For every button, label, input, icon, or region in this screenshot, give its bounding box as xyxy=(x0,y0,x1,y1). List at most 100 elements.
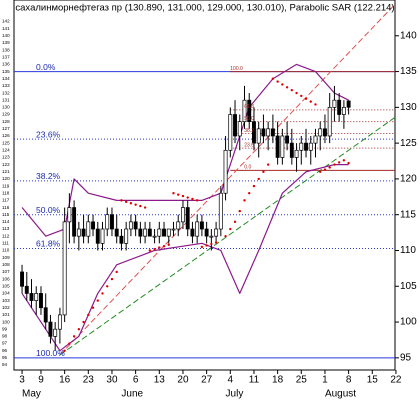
y-tick-label: 110 xyxy=(400,245,416,256)
candle-body xyxy=(110,214,114,230)
left-tick-label: 120 xyxy=(2,176,10,181)
left-tick-label: 108 xyxy=(2,262,10,267)
left-tick-label: 131 xyxy=(2,97,10,102)
candle-body xyxy=(199,221,204,230)
candle-body xyxy=(304,142,308,151)
candle-body xyxy=(95,228,100,244)
left-tick-label: 111 xyxy=(2,241,9,246)
sar-dot xyxy=(314,103,317,106)
candle-body xyxy=(218,192,223,230)
left-tick-label: 117 xyxy=(2,198,10,203)
candle-body xyxy=(53,328,58,337)
sar-dot xyxy=(72,335,76,338)
candle-body xyxy=(34,293,39,301)
sar-dot xyxy=(328,166,331,169)
sar-dot xyxy=(162,244,166,248)
sar-dot xyxy=(205,244,208,247)
sar-dot xyxy=(129,202,133,205)
chart-title: сахалинморнефтегаз пр (130.890, 131.000,… xyxy=(15,3,394,14)
candle-body xyxy=(152,235,157,238)
left-tick-label: 133 xyxy=(2,83,10,88)
candle-body xyxy=(105,214,110,230)
sar-dot xyxy=(252,184,256,188)
candle-body xyxy=(119,235,124,244)
x-tick-label: 3 xyxy=(19,375,25,386)
left-tick-label: 136 xyxy=(2,62,10,67)
sar-dot xyxy=(120,199,123,202)
left-tick-label: 139 xyxy=(2,40,10,45)
candle-body xyxy=(308,142,313,151)
left-tick-label: 106 xyxy=(2,276,10,281)
candle-body xyxy=(43,307,48,323)
left-tick-label: 123 xyxy=(2,155,10,160)
left-tick-label: 129 xyxy=(2,112,10,117)
fib-small-label: 38.2 xyxy=(244,128,254,134)
candle-body xyxy=(143,228,148,237)
x-tick-label: 4 xyxy=(228,375,234,386)
plot-layer: 9510010511011512012513013514094959697989… xyxy=(2,3,417,400)
sar-dot xyxy=(148,249,152,252)
sar-dot xyxy=(323,168,327,171)
left-tick-label: 124 xyxy=(2,148,10,153)
left-tick-label: 113 xyxy=(2,226,10,231)
sar-dot xyxy=(77,328,81,331)
sar-dot xyxy=(229,227,232,231)
x-tick-label: 27 xyxy=(201,375,213,386)
left-tick-label: 122 xyxy=(2,162,10,167)
candle-body xyxy=(204,228,209,237)
sar-dot xyxy=(304,97,308,100)
candle-body xyxy=(280,135,285,158)
candle-body xyxy=(91,221,95,230)
left-tick-label: 114 xyxy=(2,219,10,224)
x-tick-label: 13 xyxy=(154,375,166,386)
x-tick-label: 11 xyxy=(249,375,260,386)
sar-dot xyxy=(139,204,142,208)
y-tick-label: 125 xyxy=(400,138,417,149)
sar-dot xyxy=(195,199,199,202)
left-tick-label: 138 xyxy=(2,47,10,52)
candle-body xyxy=(285,135,290,144)
sar-dot xyxy=(82,320,85,324)
candle-body xyxy=(289,142,294,158)
left-tick-label: 109 xyxy=(2,255,10,260)
y-tick-label: 140 xyxy=(400,30,417,41)
sar-dot xyxy=(210,242,213,246)
candle-body xyxy=(67,207,72,223)
left-tick-label: 94 xyxy=(2,362,8,367)
candle-body xyxy=(313,135,318,144)
x-tick-label: 25 xyxy=(296,375,308,386)
sar-dot xyxy=(319,170,322,173)
x-tick-label: 9 xyxy=(38,375,44,386)
sar-dot xyxy=(243,199,246,202)
candle-body xyxy=(133,221,138,230)
left-tick-label: 141 xyxy=(2,26,10,31)
sar-dot xyxy=(68,342,71,345)
y-tick-label: 95 xyxy=(400,352,412,363)
candle-body xyxy=(190,228,195,237)
fib-label: 38.2% xyxy=(36,171,61,181)
sar-dot xyxy=(115,270,118,274)
left-tick-label: 107 xyxy=(2,269,10,274)
candle-body xyxy=(76,228,81,237)
sar-dot xyxy=(101,292,104,295)
candle-body xyxy=(20,271,24,287)
sar-dot xyxy=(181,194,185,198)
candle-body xyxy=(233,114,237,137)
candle-body xyxy=(166,228,171,237)
left-tick-label: 135 xyxy=(2,69,10,74)
candle-body xyxy=(228,114,233,151)
candle-body xyxy=(337,99,342,115)
fib-label: 100.0% xyxy=(36,348,65,358)
candle-body xyxy=(100,228,105,244)
x-tick-label: 18 xyxy=(272,375,284,386)
fib-small-label: 100.0 xyxy=(230,66,243,72)
candle-body xyxy=(261,128,266,137)
sar-dot xyxy=(342,159,346,162)
candle-body xyxy=(327,107,332,137)
x-tick-label: 1 xyxy=(322,375,328,386)
sar-dot xyxy=(276,80,279,83)
sar-dot xyxy=(262,170,265,173)
sar-dot xyxy=(309,100,312,103)
sar-dot xyxy=(191,197,194,201)
y-tick-label: 105 xyxy=(400,281,417,292)
